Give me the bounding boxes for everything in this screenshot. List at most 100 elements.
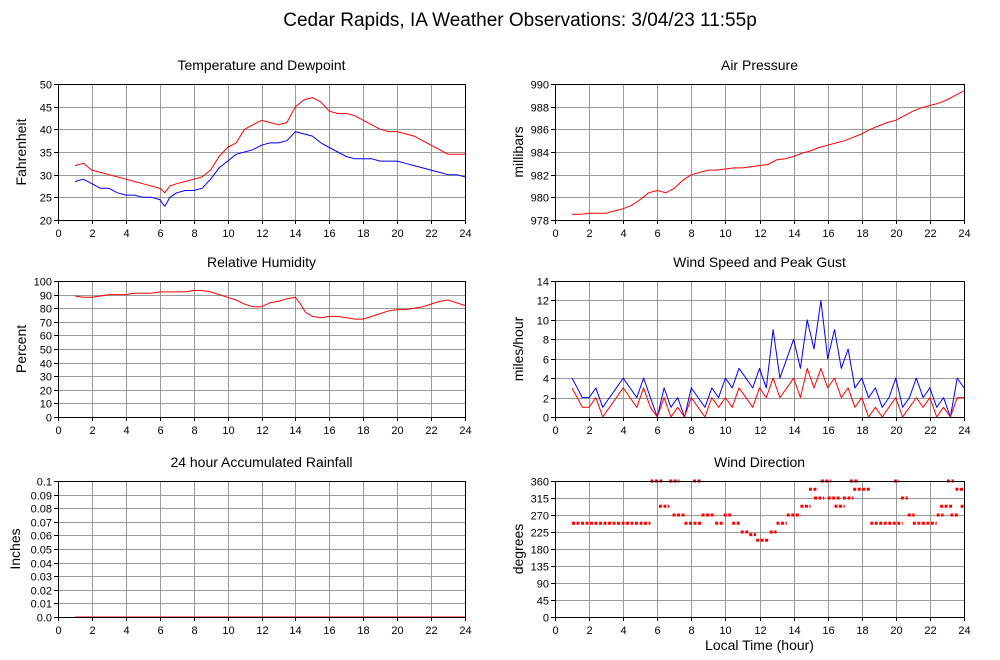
- x-tick-label: 8: [688, 625, 694, 637]
- y-tick-label: 135: [531, 562, 549, 574]
- x-tick-label: 8: [688, 425, 694, 437]
- x-tick-label: 18: [856, 625, 868, 637]
- x-tick-label: 12: [754, 425, 766, 437]
- x-tick-label: 16: [323, 625, 335, 637]
- y-tick-label: 35: [40, 148, 52, 160]
- y-tick-label: 984: [531, 148, 549, 160]
- plot-frame: [555, 281, 965, 418]
- y-tick-label: 8: [543, 335, 549, 347]
- y-tick-label: 4: [543, 374, 549, 386]
- x-tick-label: 18: [856, 425, 868, 437]
- x-tick-label: 6: [654, 425, 660, 437]
- x-tick-label: 20: [890, 425, 902, 437]
- y-axis-label: degrees: [510, 524, 526, 575]
- x-tick-label: 24: [459, 425, 471, 437]
- x-tick-label: 22: [425, 425, 437, 437]
- x-tick-label: 4: [620, 425, 626, 437]
- x-tick-label: 6: [654, 228, 660, 240]
- x-tick-label: 0: [552, 625, 558, 637]
- x-tick-label: 4: [123, 228, 129, 240]
- x-tick-label: 0: [552, 228, 558, 240]
- y-tick-label: 986: [531, 125, 549, 137]
- x-tick-label: 10: [222, 425, 234, 437]
- plot-frame: [555, 84, 965, 221]
- x-tick-label: 4: [620, 228, 626, 240]
- x-tick-label: 16: [822, 228, 834, 240]
- y-tick-label: 90: [40, 291, 52, 303]
- y-tick-label: 70: [40, 318, 52, 330]
- x-tick-label: 4: [123, 425, 129, 437]
- x-tick-label: 16: [323, 228, 335, 240]
- y-tick-label: 0.03: [31, 572, 52, 584]
- x-tick-label: 24: [459, 228, 471, 240]
- x-tick-label: 2: [586, 625, 592, 637]
- x-tick-label: 22: [924, 228, 936, 240]
- y-axis-label: Percent: [13, 325, 29, 373]
- x-tick-label: 6: [157, 625, 163, 637]
- y-tick-label: 45: [40, 103, 52, 115]
- y-axis-label: millibars: [510, 126, 526, 177]
- plot-frame: [58, 281, 466, 418]
- y-tick-label: 30: [40, 372, 52, 384]
- x-tick-label: 10: [222, 625, 234, 637]
- x-tick-label: 6: [654, 625, 660, 637]
- x-tick-label: 2: [89, 425, 95, 437]
- y-tick-label: 978: [531, 216, 549, 228]
- x-tick-label: 16: [822, 625, 834, 637]
- x-tick-label: 14: [289, 228, 301, 240]
- y-tick-label: 0.08: [31, 504, 52, 516]
- y-tick-label: 980: [531, 193, 549, 205]
- y-tick-label: 40: [40, 125, 52, 137]
- x-tick-label: 24: [958, 228, 970, 240]
- y-tick-label: 0: [46, 413, 52, 425]
- x-tick-label: 22: [924, 625, 936, 637]
- chart-title: Wind Speed and Peak Gust: [673, 254, 846, 270]
- x-tick-label: 0: [55, 228, 61, 240]
- y-tick-label: 100: [34, 277, 52, 289]
- grid-lines: [54, 481, 466, 621]
- series-line-0: [74, 290, 466, 320]
- y-tick-label: 0.06: [31, 531, 52, 543]
- x-tick-label: 14: [788, 425, 800, 437]
- y-tick-label: 20: [40, 216, 52, 228]
- x-tick-label: 12: [754, 625, 766, 637]
- y-tick-label: 90: [537, 579, 549, 591]
- x-tick-label: 18: [357, 625, 369, 637]
- y-tick-label: 6: [543, 355, 549, 367]
- y-tick-label: 12: [537, 296, 549, 308]
- x-tick-label: 10: [719, 625, 731, 637]
- series-line-0: [571, 299, 965, 418]
- chart-title: Air Pressure: [721, 57, 798, 73]
- y-tick-label: 14: [537, 277, 549, 289]
- y-tick-label: 10: [537, 316, 549, 328]
- x-tick-label: 14: [289, 425, 301, 437]
- y-axis-label: Fahrenheit: [13, 118, 29, 185]
- y-tick-label: 360: [531, 477, 549, 489]
- x-tick-label: 8: [688, 228, 694, 240]
- plot-frame: [555, 481, 965, 618]
- y-tick-label: 225: [531, 528, 549, 540]
- y-tick-label: 315: [531, 494, 549, 506]
- series-0: [572, 479, 964, 542]
- x-tick-label: 12: [256, 228, 268, 240]
- y-tick-label: 20: [40, 386, 52, 398]
- chart-title: Relative Humidity: [207, 254, 316, 270]
- x-tick-label: 14: [788, 625, 800, 637]
- y-tick-label: 0.1: [37, 477, 52, 489]
- series-line-0: [74, 97, 465, 194]
- x-tick-label: 0: [55, 425, 61, 437]
- plot-frame: [58, 481, 466, 618]
- y-tick-label: 0.07: [31, 518, 52, 530]
- page-title: Cedar Rapids, IA Weather Observations: 3…: [283, 10, 757, 31]
- y-tick-label: 45: [537, 596, 549, 608]
- y-tick-label: 0.01: [31, 599, 52, 611]
- x-tick-label: 2: [89, 625, 95, 637]
- x-tick-label: 2: [586, 228, 592, 240]
- x-tick-label: 18: [856, 228, 868, 240]
